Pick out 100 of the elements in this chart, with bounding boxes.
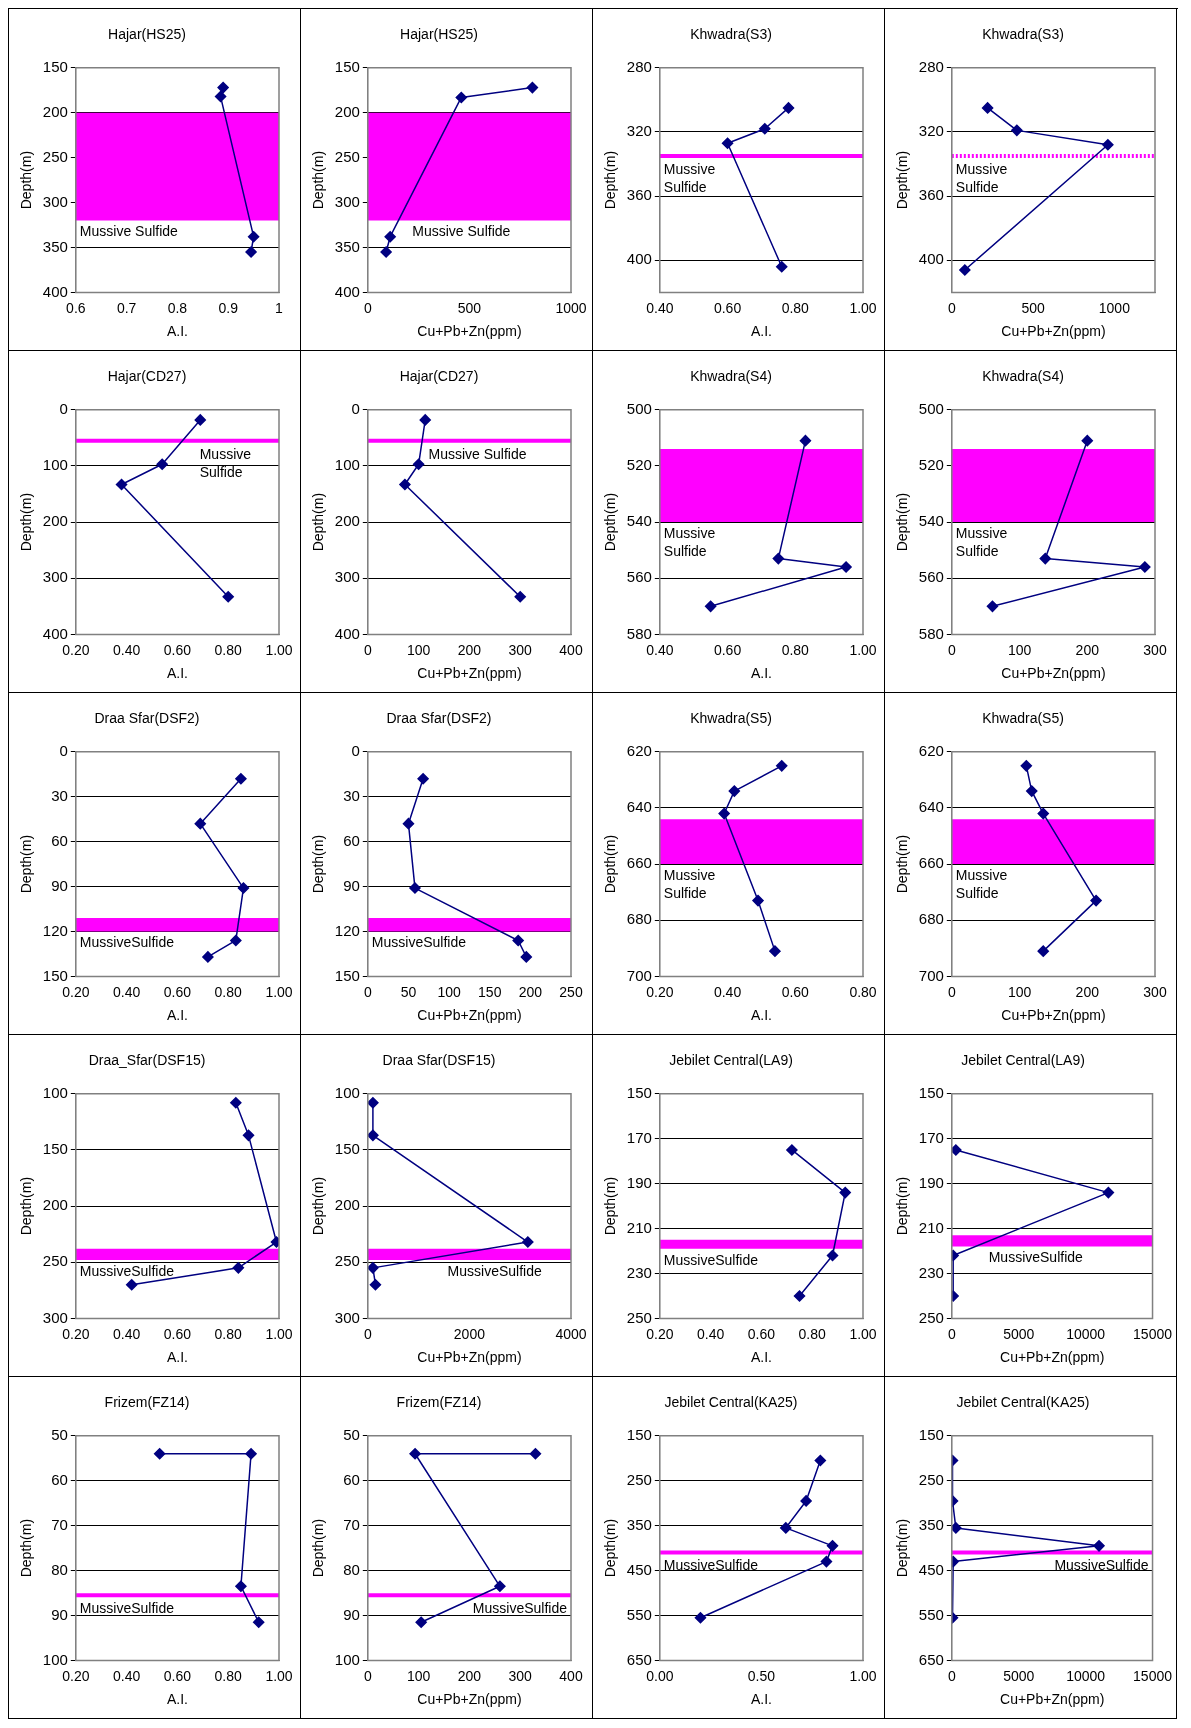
y-tick-label: 400 (42, 282, 68, 300)
x-tick-label: 200 (457, 1667, 482, 1684)
chart-title: Khwadra(S5) (982, 710, 1064, 727)
band-label: Mussive Sulfide (663, 866, 716, 901)
x-tick-label: 0.6 (66, 299, 86, 316)
y-tick-label: 400 (334, 282, 360, 300)
y-axis-title: Depth(m) (310, 1518, 327, 1578)
point (455, 91, 468, 104)
y-tick-label: 150 (334, 1140, 360, 1158)
point (782, 102, 795, 114)
y-tick-label: 640 (626, 798, 652, 816)
y-tick-label: 90 (51, 876, 68, 894)
x-tick-label: 0 (363, 641, 372, 658)
chart-title: Hajar(HS25) (108, 26, 186, 43)
point (981, 102, 994, 114)
x-tick-label: 0.7 (116, 299, 137, 316)
ref-line-label: MussiveSulfide (472, 1600, 568, 1617)
x-tick-label: 1.00 (849, 299, 877, 316)
y-axis-title: Depth(m) (310, 150, 327, 210)
point (1037, 945, 1050, 957)
point (156, 458, 168, 471)
y-tick-label: 170 (626, 1128, 652, 1146)
y-tick-label: 60 (51, 831, 68, 849)
x-tick-label: 1.00 (849, 641, 877, 658)
x-tick-label: 0.60 (781, 983, 810, 1000)
ref-line-label: Mussive Sulfide (428, 445, 527, 462)
x-tick-label: 4000 (555, 1325, 587, 1342)
y-tick-label: 70 (343, 1515, 360, 1533)
x-tick-label: 100 (437, 983, 461, 1000)
band-label: MussiveSulfide (79, 934, 175, 951)
chart-title: Khwadra(S3) (690, 26, 772, 43)
point (786, 1144, 798, 1156)
y-tick-label: 500 (626, 399, 652, 417)
chart-title: Draa Sfar(DSF15) (382, 1052, 496, 1069)
y-tick-label: 230 (626, 1263, 652, 1281)
x-tick-label: 0.50 (747, 1667, 776, 1684)
x-tick-label: 1.00 (849, 1667, 877, 1684)
y-tick-label: 400 (42, 624, 68, 642)
point (721, 137, 734, 149)
y-tick-label: 250 (334, 147, 360, 165)
x-tick-label: 0.20 (646, 983, 674, 1000)
x-tick-label: 300 (1143, 983, 1167, 1000)
y-tick-label: 90 (343, 876, 360, 894)
y-tick-label: 200 (334, 102, 360, 120)
x-tick-label: 300 (508, 641, 533, 658)
x-tick-label: 200 (457, 641, 482, 658)
y-tick-label: 190 (626, 1173, 652, 1191)
y-tick-label: 580 (626, 624, 652, 642)
point (419, 414, 431, 426)
y-tick-label: 360 (626, 186, 652, 204)
y-tick-label: 90 (51, 1605, 68, 1623)
chart-title: Draa_Sfar(DSF15) (88, 1052, 206, 1069)
point (959, 264, 971, 276)
x-tick-label: 0.80 (214, 1325, 243, 1342)
x-tick-label: 1.00 (265, 1325, 293, 1342)
x-tick-label: 0.60 (163, 1667, 192, 1684)
y-tick-label: 0 (351, 399, 360, 417)
y-tick-label: 540 (918, 512, 944, 530)
x-tick-label: 400 (559, 1667, 583, 1684)
y-tick-label: 580 (918, 624, 944, 642)
point (412, 458, 425, 471)
y-tick-label: 50 (51, 1425, 68, 1443)
ref-line-label: MussiveSulfide (79, 1600, 175, 1617)
point (769, 945, 781, 957)
y-axis-title: Depth(m) (310, 492, 327, 552)
y-tick-label: 150 (626, 1425, 652, 1443)
x-tick-label: 0 (363, 983, 372, 1000)
y-tick-label: 640 (918, 798, 944, 816)
point (247, 230, 260, 243)
band-label: Mussive Sulfide (663, 524, 716, 559)
x-tick-label: 300 (1143, 641, 1167, 658)
y-tick-label: 0 (351, 741, 360, 759)
point (125, 1278, 138, 1291)
x-axis-title: Cu+Pb+Zn(ppm) (1001, 1007, 1106, 1024)
y-tick-label: 500 (918, 399, 944, 417)
x-axis-title: Cu+Pb+Zn(ppm) (417, 1349, 522, 1366)
y-tick-label: 80 (343, 1560, 360, 1578)
y-tick-label: 560 (626, 568, 652, 586)
point (522, 1236, 534, 1248)
x-axis-title: A.I. (166, 1349, 188, 1366)
x-axis-title: Cu+Pb+Zn(ppm) (1001, 665, 1106, 682)
x-tick-label: 0.40 (646, 299, 674, 316)
x-tick-label: 0.60 (713, 299, 742, 316)
x-tick-label: 0.40 (113, 641, 141, 658)
point (839, 1186, 851, 1199)
y-tick-label: 250 (42, 1252, 68, 1270)
y-tick-label: 700 (918, 966, 944, 984)
chart-title: Jebilet Central(LA9) (961, 1052, 1085, 1069)
point (217, 81, 229, 94)
x-tick-label: 150 (478, 983, 502, 1000)
y-tick-label: 360 (918, 186, 944, 204)
y-tick-label: 450 (918, 1560, 944, 1578)
y-axis-title: Depth(m) (18, 492, 35, 552)
chart-title: Hajar(CD27) (107, 368, 187, 385)
point (369, 1278, 382, 1291)
x-tick-label: 1.00 (265, 1667, 293, 1684)
y-tick-label: 250 (42, 147, 68, 165)
y-tick-label: 210 (626, 1218, 652, 1236)
x-axis-title: Cu+Pb+Zn(ppm) (1001, 323, 1106, 340)
y-tick-label: 680 (626, 910, 652, 928)
